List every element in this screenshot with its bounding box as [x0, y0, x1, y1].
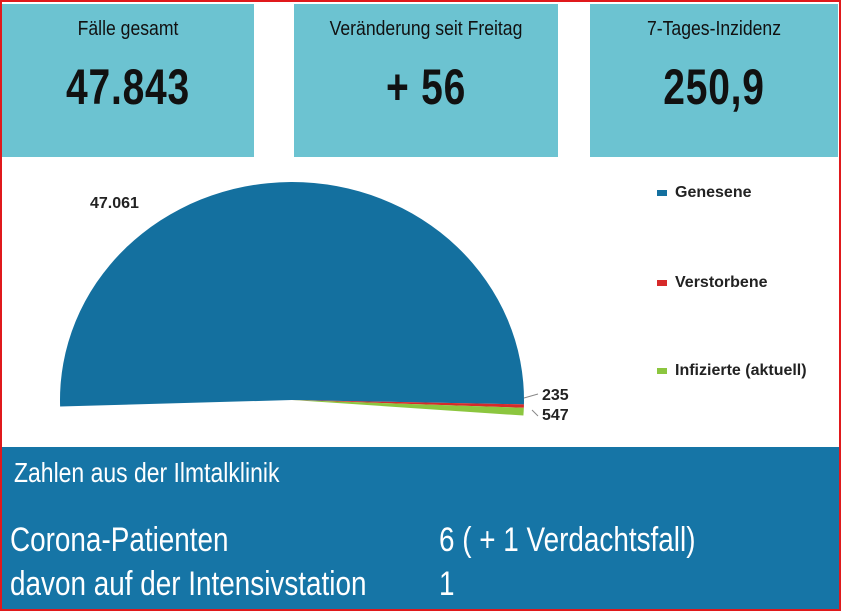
klinik-row-label: Corona-Patienten: [10, 521, 229, 559]
pie-leader-line: [523, 393, 539, 399]
stat-title: Veränderung seit Freitag: [329, 18, 523, 40]
legend-item-genesene: Genesene: [657, 184, 751, 202]
pie-slice-genesene: [60, 182, 525, 407]
klinik-section: Zahlen aus der Ilmtalklinik Corona-Patie…: [2, 447, 839, 609]
stat-card-inzidenz: 7-Tages-Inzidenz 250,9: [590, 4, 838, 157]
klinik-row-value: 1: [439, 565, 455, 603]
stat-value: + 56: [385, 59, 467, 115]
klinik-row-label: davon auf der Intensivstation: [10, 565, 367, 603]
pie-data-label: 547: [542, 407, 569, 424]
pie-leader-line: [531, 409, 539, 417]
pie-data-label: 235: [542, 387, 569, 404]
chart-legend: Genesene Verstorbene Infizierte (aktuell…: [657, 162, 837, 442]
legend-item-verstorbene: Verstorbene: [657, 274, 767, 292]
klinik-row-value: 6 ( + 1 Verdachtsfall): [439, 521, 696, 559]
stat-value: 250,9: [663, 59, 765, 115]
legend-swatch-genesene: [657, 190, 667, 196]
pie-chart: 47.061 235 547: [60, 182, 569, 424]
stat-card-faelle: Fälle gesamt 47.843: [2, 4, 254, 157]
pie-data-label: 47.061: [90, 195, 139, 212]
pie-chart-area: 47.061 235 547 Genesene Verstorbene Infizi…: [2, 162, 839, 447]
stat-value: 47.843: [66, 59, 190, 115]
stat-title: Fälle gesamt: [77, 18, 179, 40]
legend-item-infizierte: Infizierte (aktuell): [657, 362, 807, 380]
legend-label: Verstorbene: [675, 274, 768, 291]
stat-title: 7-Tages-Inzidenz: [646, 18, 782, 40]
stat-card-veraenderung: Veränderung seit Freitag + 56: [294, 4, 558, 157]
klinik-title: Zahlen aus der Ilmtalklinik: [14, 457, 280, 488]
legend-swatch-infizierte: [657, 368, 667, 374]
legend-swatch-verstorbene: [657, 280, 667, 286]
legend-label: Genesene: [675, 184, 752, 201]
pie-slice-verstorbene: [292, 400, 524, 408]
legend-label: Infizierte (aktuell): [675, 362, 807, 379]
pie-slice-infizierte: [292, 400, 524, 416]
